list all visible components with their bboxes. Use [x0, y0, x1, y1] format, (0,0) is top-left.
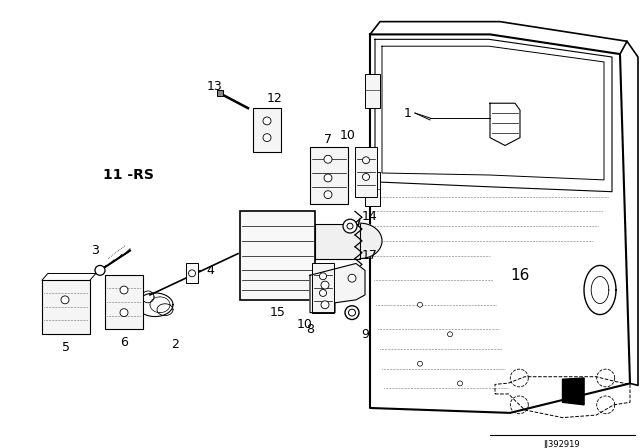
Bar: [240, 211, 315, 300]
Bar: [365, 172, 380, 207]
Text: 12: 12: [267, 92, 283, 105]
Polygon shape: [310, 263, 365, 313]
Polygon shape: [563, 378, 584, 405]
Bar: [105, 275, 143, 329]
Circle shape: [458, 381, 463, 386]
Circle shape: [417, 361, 422, 366]
Circle shape: [319, 289, 326, 297]
Text: 16: 16: [510, 268, 530, 283]
Circle shape: [349, 309, 355, 316]
Circle shape: [447, 332, 452, 337]
Circle shape: [319, 273, 326, 280]
Text: 17: 17: [362, 249, 378, 262]
Text: 10: 10: [340, 129, 356, 142]
Bar: [186, 263, 198, 283]
Circle shape: [362, 157, 369, 164]
Circle shape: [189, 270, 195, 277]
Circle shape: [348, 274, 356, 282]
Text: 11 -RS: 11 -RS: [102, 168, 154, 182]
Text: 14: 14: [362, 210, 378, 223]
Circle shape: [95, 265, 105, 275]
Bar: [312, 263, 334, 313]
Bar: [365, 74, 380, 108]
Circle shape: [347, 223, 353, 229]
Circle shape: [321, 281, 329, 289]
Circle shape: [417, 302, 422, 307]
Circle shape: [120, 309, 128, 317]
Bar: [42, 280, 90, 334]
Bar: [355, 147, 377, 197]
Text: 6: 6: [120, 336, 128, 349]
Bar: [310, 147, 348, 204]
Text: 8: 8: [306, 323, 314, 336]
Text: 9: 9: [361, 328, 369, 341]
Bar: [253, 108, 281, 152]
Circle shape: [324, 174, 332, 182]
Circle shape: [120, 286, 128, 294]
Text: 1: 1: [404, 107, 412, 120]
Circle shape: [343, 219, 357, 233]
Circle shape: [263, 117, 271, 125]
Circle shape: [362, 173, 369, 181]
Text: 5: 5: [62, 340, 70, 353]
Text: 4: 4: [206, 264, 214, 277]
Text: 2: 2: [171, 338, 179, 351]
Circle shape: [321, 301, 329, 309]
Circle shape: [263, 134, 271, 142]
Circle shape: [324, 155, 332, 163]
Circle shape: [61, 296, 69, 304]
Bar: [315, 224, 360, 258]
Text: JJ392919: JJ392919: [544, 440, 580, 448]
Text: 15: 15: [270, 306, 286, 319]
Text: 7: 7: [324, 133, 332, 146]
Text: 13: 13: [207, 80, 223, 93]
Circle shape: [345, 306, 359, 319]
Text: 3: 3: [91, 244, 99, 257]
Circle shape: [324, 191, 332, 198]
Polygon shape: [360, 223, 382, 258]
Text: 10: 10: [297, 318, 313, 331]
